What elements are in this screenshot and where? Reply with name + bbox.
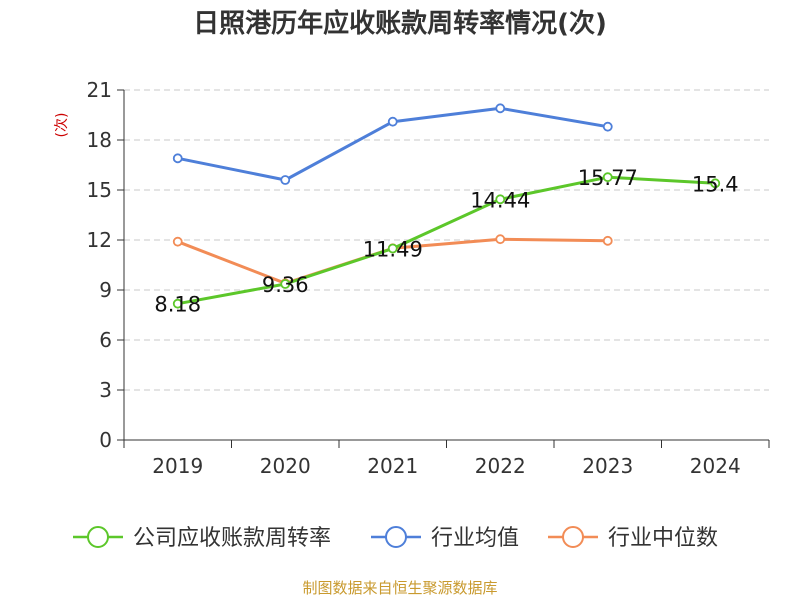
legend-label: 行业中位数 [608, 526, 718, 551]
y-axis-label: (次) [54, 113, 70, 138]
data-point [602, 121, 613, 132]
y-tick-label: 12 [87, 228, 112, 252]
axes: 0 3 6 9 12 15 18 21 2019 2020 2021 2022 2023 2024 [87, 78, 770, 478]
data-point [602, 235, 613, 246]
data-point [280, 279, 291, 289]
data-label: 14.44 [470, 188, 530, 212]
legend-swatch-marker [385, 526, 407, 548]
data-label: 9.36 [262, 273, 309, 297]
data-label: 8.18 [154, 293, 201, 317]
x-tick-label: 2022 [475, 454, 526, 478]
data-point [495, 234, 506, 245]
y-tick-label: 3 [99, 378, 112, 402]
data-label: 15.77 [578, 166, 638, 190]
data-point [172, 153, 183, 164]
data-label: 15.4 [692, 172, 739, 196]
data-point [495, 103, 506, 114]
source-footer: 制图数据来自恒生聚源数据库 [302, 579, 497, 597]
legend-label: 行业均值 [431, 526, 519, 551]
y-tick-label: 21 [87, 78, 112, 102]
legend-label: 公司应收账款周转率 [133, 526, 331, 551]
legend-swatch-marker [562, 526, 584, 548]
data-point [172, 298, 183, 309]
legend: 公司应收账款周转率 行业均值 行业中位数 [73, 526, 718, 551]
data-point [387, 243, 398, 254]
chart-title: 日照港历年应收账款周转率情况(次) [193, 8, 607, 39]
data-point [602, 172, 613, 183]
data-point [172, 236, 183, 247]
y-tick-label: 15 [87, 178, 112, 202]
x-tick-label: 2021 [367, 454, 418, 478]
y-tick-label: 18 [87, 128, 112, 152]
series-lines [172, 103, 721, 309]
series-line-0 [177, 175, 716, 306]
data-label: 11.49 [363, 238, 423, 262]
data-point [495, 194, 506, 205]
y-tick-label: 6 [99, 328, 112, 352]
data-labels: 8.18 9.36 11.49 14.44 15.77 15.4 [154, 166, 738, 316]
y-tick-label: 0 [99, 428, 112, 452]
y-tick-label: 9 [99, 278, 112, 302]
x-tick-label: 2024 [690, 454, 741, 478]
data-point [387, 116, 398, 127]
x-tick-label: 2019 [152, 454, 203, 478]
grid-lines [124, 89, 769, 391]
legend-swatch-marker [87, 526, 109, 548]
x-tick-label: 2020 [260, 454, 311, 478]
data-point [280, 175, 291, 185]
data-point [710, 178, 721, 189]
x-tick-label: 2023 [582, 454, 633, 478]
